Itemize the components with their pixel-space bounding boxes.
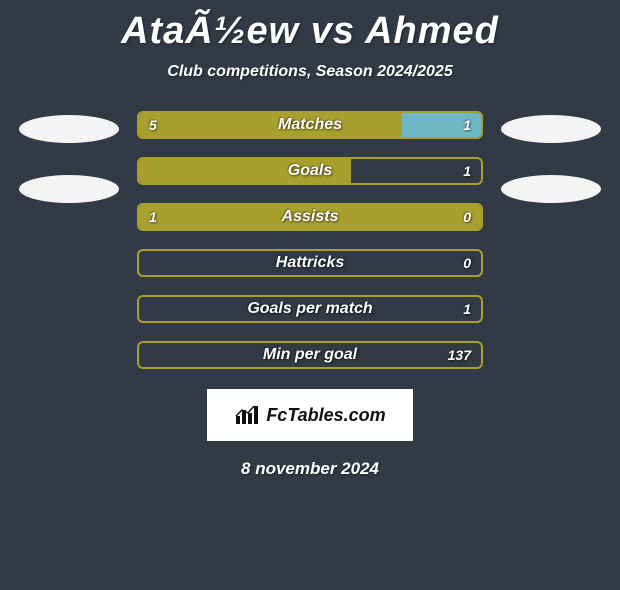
player2-value: 1 — [463, 117, 471, 133]
date-label: 8 november 2024 — [0, 459, 620, 479]
page-subtitle: Club competitions, Season 2024/2025 — [0, 63, 620, 81]
stat-label: Matches — [278, 116, 342, 134]
logo-text: FcTables.com — [266, 405, 385, 426]
stat-bars: 5 1 Matches 1 Goals 1 0 Assists 0 Hattricks 1 Goals… — [137, 111, 483, 369]
page-title: AtaÃ½ew vs Ahmed — [0, 10, 620, 53]
fctables-logo: FcTables.com — [207, 389, 413, 441]
player1-value: 5 — [149, 117, 157, 133]
stat-bar: 5 1 Matches — [137, 111, 483, 139]
player2-oval — [501, 115, 601, 143]
player1-oval — [19, 175, 119, 203]
stat-bar: 1 Goals — [137, 157, 483, 185]
player2-oval-column — [501, 111, 601, 203]
stat-bar: 1 0 Assists — [137, 203, 483, 231]
player2-value: 0 — [463, 209, 471, 225]
stat-label: Goals — [288, 162, 332, 180]
player1-oval-column — [19, 111, 119, 203]
stat-label: Hattricks — [276, 254, 344, 272]
player2-value: 0 — [463, 255, 471, 271]
stat-bar: 1 Goals per match — [137, 295, 483, 323]
player2-oval — [501, 175, 601, 203]
stat-label: Assists — [282, 208, 339, 226]
stat-label: Min per goal — [263, 346, 357, 364]
stat-bar: 137 Min per goal — [137, 341, 483, 369]
player2-value: 137 — [448, 347, 471, 363]
player2-value: 1 — [463, 163, 471, 179]
player1-fill — [139, 113, 402, 137]
player1-oval — [19, 115, 119, 143]
player1-value: 1 — [149, 209, 157, 225]
player2-value: 1 — [463, 301, 471, 317]
stat-label: Goals per match — [247, 300, 372, 318]
chart-icon — [234, 404, 260, 426]
comparison-chart: 5 1 Matches 1 Goals 1 0 Assists 0 Hattricks 1 Goals… — [0, 111, 620, 369]
stat-bar: 0 Hattricks — [137, 249, 483, 277]
